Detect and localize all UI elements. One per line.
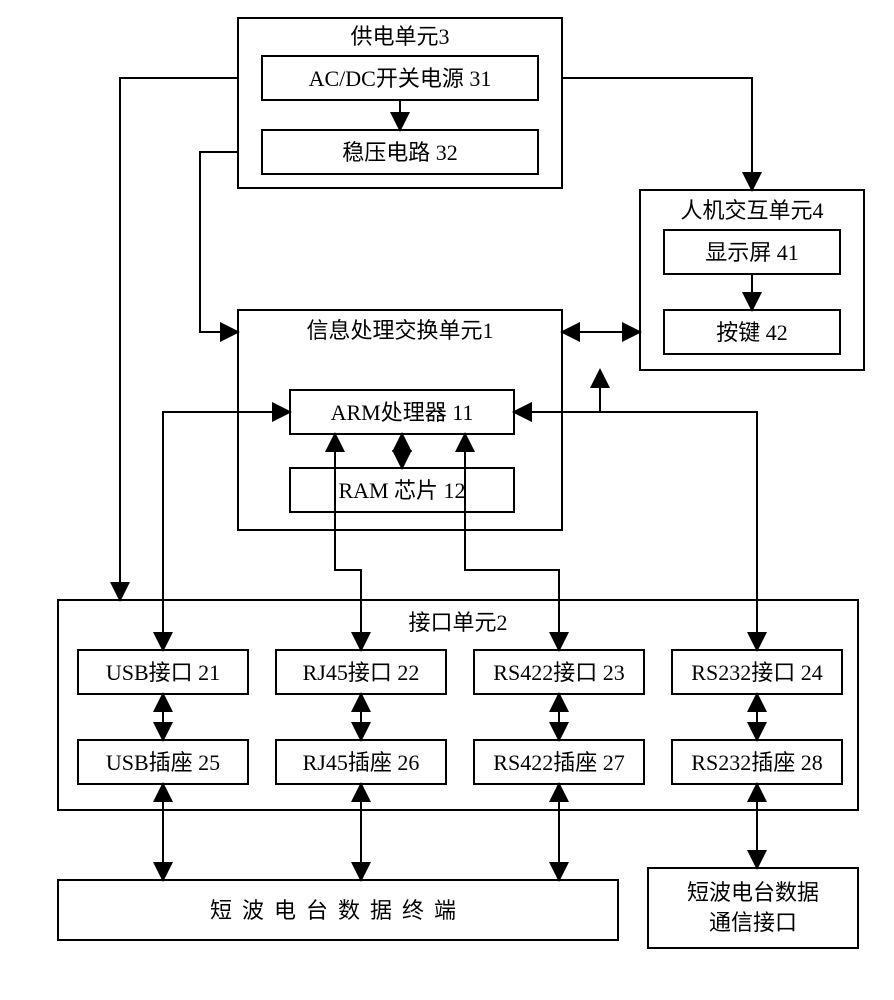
display-label: 显示屏 41 <box>705 240 799 265</box>
iface-row1-label-2: RS422接口 23 <box>493 660 624 685</box>
commif-label-1: 短波电台数据 <box>687 880 819 905</box>
terminal-label: 短波电台数据终端 <box>210 898 466 923</box>
iface-row1-label-3: RS232接口 24 <box>691 660 822 685</box>
ram-label: RAM 芯片 12 <box>338 478 465 503</box>
arm-label: ARM处理器 11 <box>331 400 474 425</box>
power-unit-title: 供电单元3 <box>350 24 449 49</box>
hmi-title: 人机交互单元4 <box>680 198 823 223</box>
iface-row2-label-2: RS422插座 27 <box>493 750 624 775</box>
keys-label: 按键 42 <box>716 320 788 345</box>
iface-row2-label-1: RJ45插座 26 <box>303 750 420 775</box>
block-diagram: 供电单元3 AC/DC开关电源 31 稳压电路 32 人机交互单元4 显示屏 41 按键 … <box>0 0 894 1000</box>
regulator-label: 稳压电路 32 <box>342 140 458 165</box>
iface-row1-label-1: RJ45接口 22 <box>303 660 420 685</box>
interface-title: 接口单元2 <box>408 610 507 635</box>
iface-row2-label-0: USB插座 25 <box>106 750 220 775</box>
acdc-label: AC/DC开关电源 31 <box>309 66 492 91</box>
commif-label-2: 通信接口 <box>709 910 797 935</box>
iface-row2-label-3: RS232插座 28 <box>691 750 822 775</box>
proc-title: 信息处理交换单元1 <box>306 318 493 343</box>
iface-row1-label-0: USB接口 21 <box>106 660 220 685</box>
